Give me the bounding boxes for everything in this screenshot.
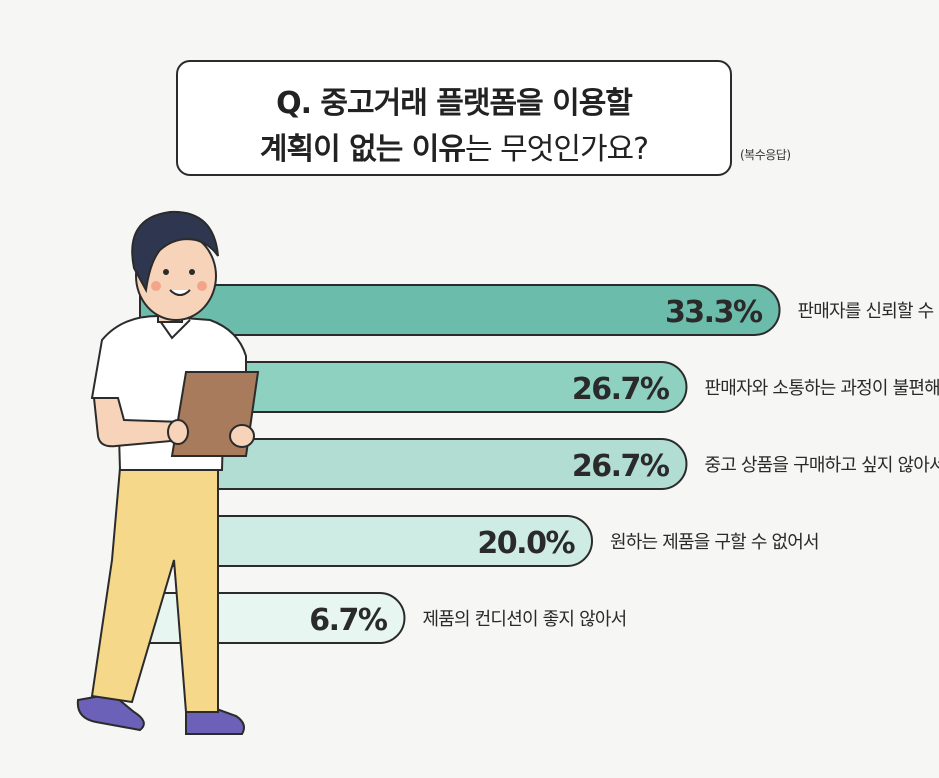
left-cheek [151, 281, 161, 291]
right-hand [229, 424, 255, 448]
category-label-2: 판매자와 소통하는 과정이 불편해서 [704, 378, 939, 399]
chart-title-line2-rest: 는 무엇인가요? [465, 132, 649, 167]
category-label-3: 중고 상품을 구매하고 싶지 않아서 [704, 455, 939, 476]
multiple-response-note: (복수응답) [740, 148, 791, 162]
person-illustration [76, 210, 260, 735]
right-cheek [197, 281, 207, 291]
left-arm [92, 397, 183, 448]
chart-title-line1: Q. 중고거래 플랫폼을 이용할 [276, 86, 633, 121]
bar-value-label-1: 33.3% [665, 295, 763, 330]
bar-2 [139, 361, 688, 413]
bar-value-label-2: 26.7% [572, 372, 670, 407]
right-shoe [185, 707, 245, 735]
bar-3 [139, 438, 688, 490]
bar-value-label-4: 20.0% [477, 526, 575, 561]
right-eye [189, 269, 195, 275]
bar-1 [139, 284, 781, 336]
bar-value-label-3: 26.7% [572, 449, 670, 484]
bars-group: 33.3% 판매자를 신뢰할 수 없어서 26.7% 판매자와 소통하는 과정이 불편… [139, 284, 939, 644]
category-label-4: 원하는 제품을 구할 수 없어서 [610, 532, 819, 553]
hair [131, 210, 219, 294]
category-label-1: 판매자를 신뢰할 수 없어서 [798, 301, 939, 322]
bar-value-label-5: 6.7% [309, 603, 388, 638]
title-box: Q. 중고거래 플랫폼을 이용할 계획이 없는 이유는 무엇인가요? [176, 60, 732, 176]
category-label-5: 제품의 컨디션이 좋지 않아서 [422, 609, 626, 630]
pants [90, 467, 219, 713]
left-hand [167, 419, 189, 445]
mouth [169, 289, 191, 296]
chart-title-line2-bold: 계획이 없는 이유 [259, 132, 466, 167]
left-shoe [76, 692, 145, 732]
collar [157, 317, 191, 340]
bar-4 [139, 515, 593, 567]
left-eye [163, 269, 169, 275]
chart-title-line2: 계획이 없는 이유는 무엇인가요? [178, 124, 730, 168]
